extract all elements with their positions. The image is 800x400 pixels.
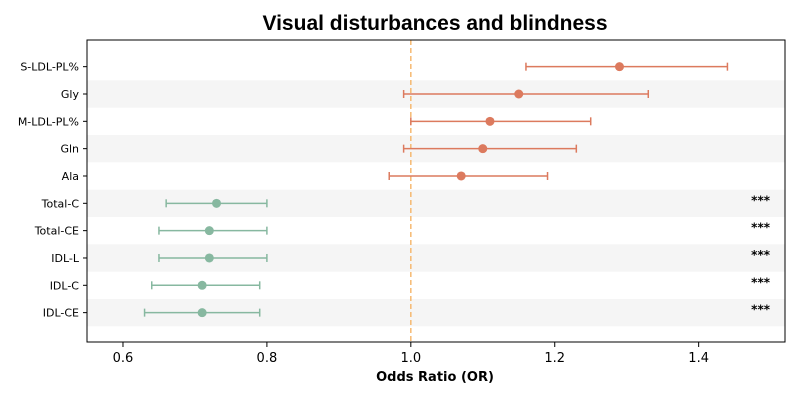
or-point xyxy=(614,62,624,72)
y-tick-label: IDL-L xyxy=(51,252,80,265)
or-point xyxy=(212,198,222,208)
y-tick-label: IDL-CE xyxy=(43,307,79,320)
significance-labels: *** *** *** *** *** xyxy=(751,193,771,316)
or-point xyxy=(478,144,488,154)
significance-label: *** xyxy=(751,275,771,289)
y-tick-label: Ala xyxy=(62,170,79,183)
or-point xyxy=(514,89,524,99)
x-tick-label: 1.2 xyxy=(544,351,565,366)
chart-title: Visual disturbances and blindness xyxy=(262,12,607,35)
x-axis-label: Odds Ratio (OR) xyxy=(376,370,494,385)
y-tick-label: S-LDL-PL% xyxy=(20,61,79,74)
or-point xyxy=(204,253,214,263)
significance-label: *** xyxy=(751,248,771,262)
significance-label: *** xyxy=(751,221,771,235)
y-axis-labels: S-LDL-PL% Gly M-LDL-PL% Gln Ala Total-C Total-… xyxy=(18,61,87,320)
x-tick-label: 0.8 xyxy=(257,351,278,366)
x-axis: 0.6 0.8 1.0 1.2 1.4 xyxy=(113,342,709,366)
significance-label: *** xyxy=(751,303,771,317)
or-point xyxy=(197,280,207,290)
x-tick-label: 1.0 xyxy=(400,351,421,366)
odds-ratio-points xyxy=(197,62,624,318)
or-point xyxy=(456,171,466,181)
x-tick-label: 0.6 xyxy=(113,351,134,366)
y-tick-label: Gln xyxy=(60,143,79,156)
confidence-intervals xyxy=(143,62,729,317)
or-point xyxy=(485,116,495,126)
x-tick-label: 1.4 xyxy=(688,351,709,366)
y-tick-label: Total-C xyxy=(41,197,80,210)
plot-frame xyxy=(86,39,786,343)
y-tick-label: M-LDL-PL% xyxy=(18,115,79,128)
significance-label: *** xyxy=(751,193,771,207)
y-tick-label: IDL-C xyxy=(50,279,80,292)
or-point xyxy=(197,308,207,318)
or-point xyxy=(204,226,214,236)
y-tick-label: Gly xyxy=(61,88,80,101)
y-tick-label: Total-CE xyxy=(34,225,79,238)
